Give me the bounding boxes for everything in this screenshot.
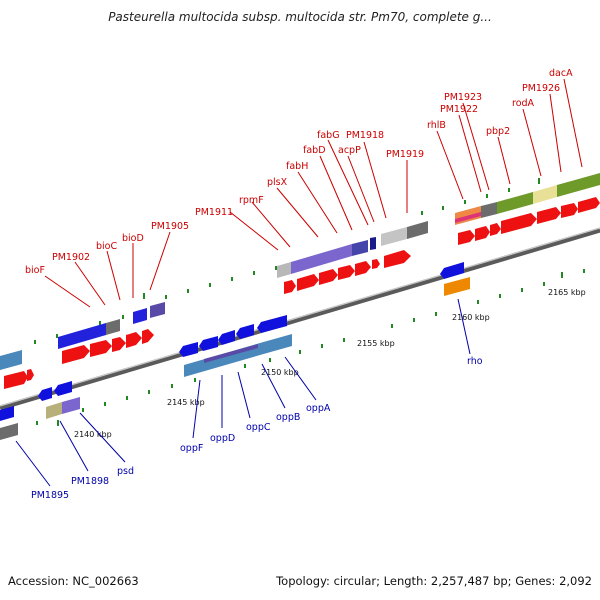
gene-label-pm1926: PM1926 <box>522 83 560 94</box>
upper-tick-row <box>34 178 540 344</box>
gene-block <box>277 262 291 278</box>
gene-label-acpP: acpP <box>338 145 361 156</box>
gene-label-rpmF: rpmF <box>239 195 264 206</box>
gene-label-bioD: bioD <box>122 233 144 244</box>
gene-block <box>291 244 352 274</box>
ruler-label: 2160 kbp <box>452 313 490 322</box>
ruler-label: 2150 kbp <box>261 368 299 377</box>
accession-text: Accession: NC_002663 <box>8 574 139 588</box>
gene-label-oppC: oppC <box>246 422 271 433</box>
gene-block <box>407 221 428 239</box>
gene-label-rodA: rodA <box>512 98 535 109</box>
ruler-label: 2165 kbp <box>548 288 586 297</box>
gene-block <box>106 319 120 335</box>
gene-block <box>133 308 147 324</box>
gene-label-fabG: fabG <box>317 130 340 141</box>
gene-label-plsX: plsX <box>267 177 288 188</box>
genome-summary-text: Topology: circular; Length: 2,257,487 bp… <box>276 574 592 588</box>
gene-block <box>352 240 368 256</box>
ruler-label: 2145 kbp <box>167 398 205 407</box>
gene-label-bioC: bioC <box>96 241 117 252</box>
gene-label-pbp2: pbp2 <box>486 126 510 137</box>
gene-block <box>0 423 18 440</box>
gene-block <box>444 277 470 296</box>
gene-block <box>204 344 258 363</box>
gene-label-bioF: bioF <box>25 265 45 276</box>
gene-block <box>0 350 22 370</box>
reverse-label-leaders <box>15 298 471 487</box>
gene-block <box>481 202 497 218</box>
genome-backbone <box>0 227 600 411</box>
gene-block <box>62 397 80 414</box>
gene-label-rhlB: rhlB <box>427 120 446 131</box>
lower-tick-row <box>14 269 585 430</box>
gene-block <box>370 237 376 250</box>
gene-label-pm1919: PM1919 <box>386 149 424 160</box>
gene-label-fabH: fabH <box>286 161 308 172</box>
gene-block <box>455 212 481 223</box>
forward-gene-arrows <box>4 197 600 389</box>
gene-block <box>260 334 292 355</box>
gene-label-pm1902: PM1902 <box>52 252 90 263</box>
gene-label-fabD: fabD <box>303 145 326 156</box>
reverse-gene-blocks <box>0 277 470 440</box>
ruler-label: 2140 kbp <box>74 430 112 439</box>
gene-label-oppD: oppD <box>210 433 235 444</box>
gene-block <box>497 192 533 214</box>
gene-label-psd: psd <box>117 466 134 477</box>
gene-label-oppA: oppA <box>306 403 331 414</box>
gene-block <box>150 302 165 318</box>
ruler-label: 2155 kbp <box>357 339 395 348</box>
gene-label-rho: rho <box>467 356 483 367</box>
gene-label-pm1923: PM1923 <box>444 92 482 103</box>
genome-title: Pasteurella multocida subsp. multocida s… <box>108 10 492 24</box>
forward-label-leaders <box>44 78 583 308</box>
gene-label-dacA: dacA <box>549 68 573 79</box>
genome-backbone-highlight <box>0 227 600 407</box>
gene-label-pm1918: PM1918 <box>346 130 384 141</box>
gene-label-oppB: oppB <box>276 412 300 423</box>
gene-label-pm1898: PM1898 <box>71 476 109 487</box>
reverse-gene-arrows <box>0 262 464 421</box>
forward-gene-blocks <box>0 173 600 370</box>
gene-block <box>58 323 106 349</box>
gene-block <box>533 185 557 204</box>
gene-block <box>557 173 600 197</box>
gene-label-pm1905: PM1905 <box>151 221 189 232</box>
gene-label-oppF: oppF <box>180 443 203 454</box>
gene-label-pm1922: PM1922 <box>440 104 478 115</box>
gene-label-pm1911: PM1911 <box>195 207 233 218</box>
gene-label-pm1895: PM1895 <box>31 490 69 501</box>
gene-block <box>381 227 407 246</box>
gene-block <box>46 402 62 419</box>
